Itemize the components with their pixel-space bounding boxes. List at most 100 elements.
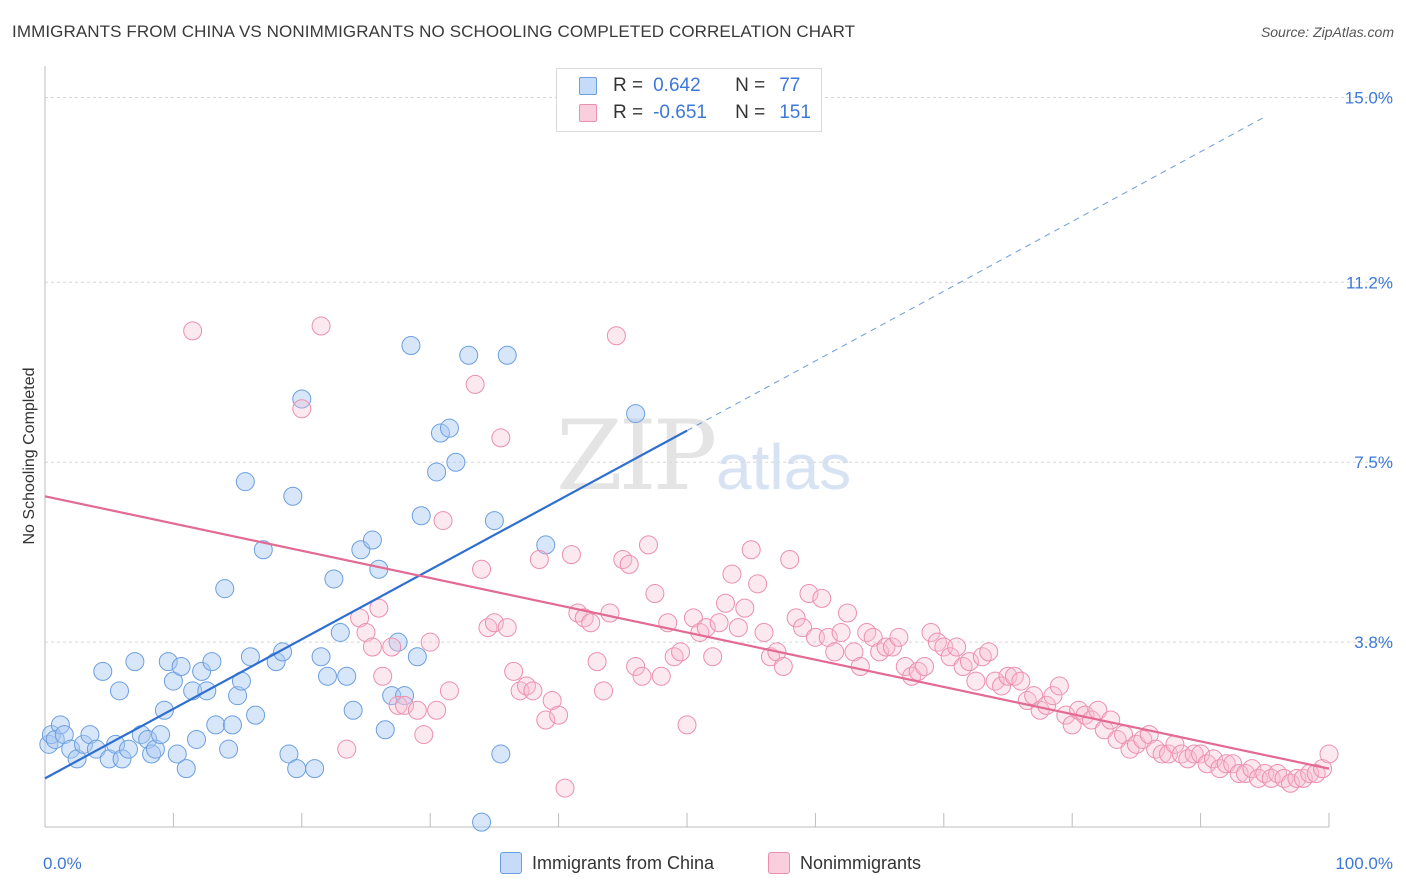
point-nonimmigrant <box>940 647 960 667</box>
point-china <box>439 418 459 438</box>
point-china <box>626 404 646 424</box>
point-china <box>411 506 431 526</box>
point-nonimmigrant <box>882 637 902 657</box>
point-nonimmigrant <box>838 603 857 623</box>
point-nonimmigrant <box>664 647 684 667</box>
bottom-legend-swatch-nonimmigrants <box>768 852 790 874</box>
point-nonimmigrant <box>638 535 658 555</box>
point-china <box>158 652 178 672</box>
point-china <box>375 720 395 740</box>
legend-row-nonimmigrants: R = -0.651 N = 151 <box>579 102 811 124</box>
point-china <box>74 734 94 754</box>
trend-line-china <box>44 429 688 780</box>
point-china <box>118 739 138 759</box>
y-tick-label: 3.8% <box>1354 633 1393 652</box>
point-nonimmigrant <box>921 622 941 642</box>
point-nonimmigrant <box>632 666 652 686</box>
point-china <box>246 705 266 725</box>
point-nonimmigrant <box>953 657 973 676</box>
point-china <box>395 686 415 706</box>
trend-line-china-extension <box>686 116 1266 432</box>
legend-n-label: N = <box>735 75 766 96</box>
point-china <box>125 652 145 672</box>
point-china <box>219 739 239 759</box>
point-china <box>279 744 299 764</box>
point-nonimmigrant <box>870 642 890 662</box>
point-nonimmigrant <box>1210 759 1230 779</box>
bottom-legend-label-china: Immigrants from China <box>532 852 715 873</box>
bottom-legend-nonimmigrants: Nonimmigrants <box>768 852 921 874</box>
point-nonimmigrant <box>382 637 402 657</box>
point-nonimmigrant <box>735 598 755 618</box>
point-nonimmigrant <box>407 700 427 720</box>
point-nonimmigrant <box>754 622 774 642</box>
point-nonimmigrant <box>786 608 806 628</box>
point-nonimmigrant <box>439 681 459 701</box>
point-nonimmigrant <box>1184 744 1204 764</box>
point-nonimmigrant <box>619 554 639 574</box>
point-nonimmigrant <box>1049 676 1069 696</box>
point-china <box>171 657 191 676</box>
tick-labels: 3.8% 7.5% 11.2% 15.0% 0.0% 100.0% <box>43 88 1393 873</box>
trend-line-nonimmigrants <box>44 495 1330 770</box>
point-china <box>50 715 70 735</box>
point-nonimmigrant <box>1107 729 1127 749</box>
point-china <box>311 647 331 667</box>
point-nonimmigrant <box>716 593 736 613</box>
legend-r-value: -0.651 <box>653 102 707 123</box>
point-nonimmigrant <box>1229 764 1249 783</box>
point-china <box>472 812 492 832</box>
point-nonimmigrant <box>709 613 729 633</box>
point-nonimmigrant <box>549 705 569 725</box>
point-nonimmigrant <box>504 661 524 681</box>
point-nonimmigrant <box>741 540 761 560</box>
point-nonimmigrant <box>927 632 947 652</box>
point-nonimmigrant <box>600 603 620 623</box>
point-china <box>145 739 165 759</box>
point-china <box>324 569 344 589</box>
point-china <box>287 759 307 779</box>
point-nonimmigrant <box>793 618 813 638</box>
point-china <box>343 700 363 720</box>
point-china <box>240 647 260 667</box>
point-nonimmigrant <box>889 627 909 647</box>
legend-swatch-nonimmigrants <box>579 104 597 122</box>
point-china <box>222 715 242 735</box>
x-tick-label: 100.0% <box>1335 854 1393 873</box>
legend-n-value: 151 <box>779 102 811 123</box>
point-china <box>167 744 187 764</box>
point-china <box>337 666 357 686</box>
point-china <box>228 686 248 706</box>
point-china <box>187 729 207 749</box>
point-nonimmigrant <box>1197 754 1217 774</box>
point-nonimmigrant <box>337 739 357 759</box>
point-nonimmigrant <box>491 428 511 448</box>
series-nonimmigrant-points <box>183 316 1339 798</box>
point-nonimmigrant <box>369 598 389 618</box>
axes <box>44 66 1330 828</box>
point-nonimmigrant <box>985 671 1005 691</box>
point-nonimmigrant <box>799 584 819 604</box>
point-nonimmigrant <box>373 666 393 686</box>
legend-n-value: 77 <box>779 75 801 96</box>
point-nonimmigrant <box>1280 773 1300 793</box>
point-nonimmigrant <box>1146 739 1166 759</box>
y-axis-label: No Schooling Completed <box>21 367 38 545</box>
watermark-atlas: atlas <box>716 431 852 503</box>
point-nonimmigrant <box>311 316 331 336</box>
point-china <box>93 661 113 681</box>
point-nonimmigrant <box>895 657 915 676</box>
point-nonimmigrant <box>966 671 986 691</box>
point-nonimmigrant <box>1268 764 1288 783</box>
point-nonimmigrant <box>1216 754 1236 774</box>
point-nonimmigrant <box>972 647 992 667</box>
chart-title: IMMIGRANTS FROM CHINA VS NONIMMIGRANTS N… <box>12 22 856 41</box>
point-nonimmigrant <box>998 666 1018 686</box>
point-china <box>317 666 337 686</box>
point-nonimmigrant <box>915 657 935 676</box>
point-nonimmigrant <box>876 637 896 657</box>
point-china <box>215 579 235 599</box>
point-nonimmigrant <box>517 676 536 696</box>
trend-lines <box>44 116 1330 780</box>
